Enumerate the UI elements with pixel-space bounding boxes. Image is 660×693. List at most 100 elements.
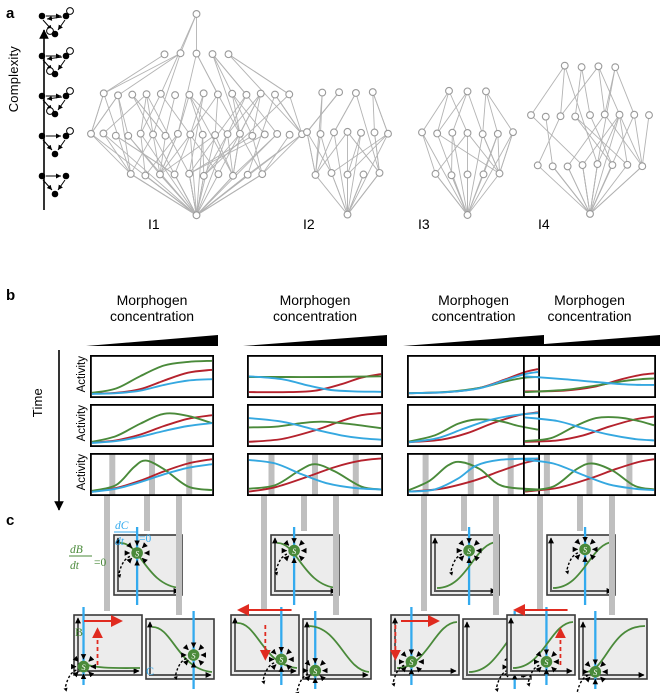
db-dt-fraction: dB dt =0 [68, 540, 136, 574]
morphogen-line2: concentration [511, 308, 660, 324]
motif-i1: I1 [148, 216, 226, 284]
network-node [331, 129, 338, 136]
network-node [446, 87, 453, 94]
network-node [496, 170, 503, 177]
network-node [237, 130, 244, 137]
net-i2-graph [300, 86, 395, 223]
morphogen-line2: concentration [78, 308, 226, 324]
network-node [312, 172, 319, 179]
network-node [639, 163, 646, 170]
fixed-point-label: S [583, 546, 587, 555]
network-node [369, 89, 376, 96]
network-node [171, 171, 178, 178]
network-node [150, 131, 157, 138]
sample-bar [269, 453, 275, 496]
ladder-motif [39, 8, 74, 38]
network-node [328, 170, 335, 177]
network-node [432, 170, 439, 177]
phase-plane-c2-lower-right: S [301, 615, 391, 693]
morphogen-gradient-wedge-col2 [243, 334, 389, 348]
network-node [129, 91, 136, 98]
network-node [161, 51, 168, 58]
morphogen-line2: concentration [235, 308, 395, 324]
db-dt-nullcline-label: dB dt =0 [68, 540, 136, 574]
activity-plot-c4-r1 [523, 355, 656, 398]
network-node [200, 172, 207, 179]
phase-plane-c3-upper: S [429, 531, 519, 609]
network-node [464, 88, 471, 95]
morphogen-gradient-wedge-col1 [86, 334, 220, 348]
trajectory-start-marker [64, 688, 68, 692]
fixed-point-label: S [409, 658, 413, 667]
network-node [212, 132, 219, 139]
network-node [215, 171, 222, 178]
activity-plot-c1-r2 [90, 404, 214, 447]
time-axis: Time [30, 348, 70, 518]
network-node [616, 111, 623, 118]
network-node [162, 132, 169, 139]
activity-plot-c2-r3 [247, 453, 383, 496]
sample-rail [332, 496, 342, 615]
network-node [230, 172, 237, 179]
motif-i2-svg [303, 216, 381, 284]
trajectory-start-marker [261, 680, 265, 684]
network-node [244, 171, 251, 178]
motif-i4-svg [538, 216, 616, 284]
fixed-point-label: S [292, 547, 296, 556]
network-node [624, 161, 631, 168]
network-node [528, 112, 535, 119]
network-node [125, 132, 132, 139]
network-node [157, 90, 164, 97]
network-node [419, 129, 426, 136]
sample-bar [626, 453, 632, 496]
activity-curve [525, 373, 654, 391]
morphogen-line1: Morphogen [78, 292, 226, 308]
activity-plot-c3-r2 [407, 404, 540, 447]
sample-bar [468, 453, 474, 496]
network-node [112, 132, 119, 139]
activity-curve [92, 413, 212, 441]
network-node [127, 171, 134, 178]
network-node [100, 90, 107, 97]
phase-box [579, 619, 647, 679]
db-numerator: dB [70, 544, 83, 556]
network-node [353, 90, 360, 97]
motif-i3-svg [418, 216, 496, 284]
morphogen-line1: Morphogen [235, 292, 395, 308]
activity-plot-c1-r3 [90, 453, 214, 496]
panel-b-letter: b [6, 288, 15, 303]
sample-rail [420, 496, 430, 611]
network-node [199, 131, 206, 138]
complexity-motif-ladder [34, 8, 90, 213]
network-node [272, 91, 279, 98]
phase-plane-c2-upper: S [269, 531, 359, 609]
network-node [257, 90, 264, 97]
network-node [564, 163, 571, 170]
net-i4-graph [520, 60, 660, 223]
network-node [449, 129, 456, 136]
morphogen-line1: Morphogen [511, 292, 660, 308]
network-node [371, 129, 378, 136]
sample-bar [186, 453, 192, 496]
network-node [360, 171, 367, 178]
fixed-point-label: S [279, 656, 283, 665]
network-node [480, 171, 487, 178]
fixed-point-label: S [192, 651, 196, 660]
activity-curve [409, 377, 538, 393]
ladder-motif [39, 88, 74, 118]
network-node [494, 130, 501, 137]
network-node [510, 129, 517, 136]
ladder-motif [39, 48, 74, 78]
sample-rail [260, 496, 270, 611]
fixed-point-label: S [544, 658, 548, 667]
network-node [249, 132, 256, 139]
network-node [448, 172, 455, 179]
activity-plot-c3-r1 [407, 355, 540, 398]
network-node [572, 113, 579, 120]
network-node [286, 131, 293, 138]
network-node [319, 89, 326, 96]
network-node [594, 161, 601, 168]
sample-rail [175, 496, 185, 615]
network-node [464, 171, 471, 178]
